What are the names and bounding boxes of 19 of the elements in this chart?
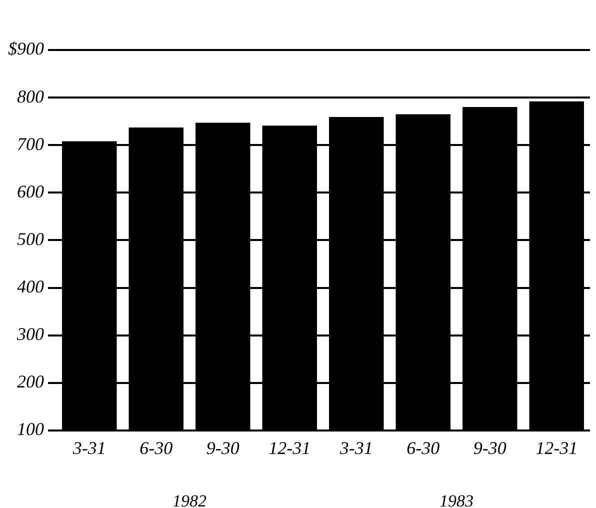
y-tick-label: 700 bbox=[17, 134, 44, 154]
text: 1983 bbox=[440, 491, 474, 508]
x-tick-label: 6-30 bbox=[140, 438, 173, 458]
y-tick-label: 600 bbox=[17, 181, 44, 202]
y-tick-label: 300 bbox=[16, 324, 44, 344]
y-tick-label: 500 bbox=[17, 228, 44, 249]
text: 1982 bbox=[172, 491, 207, 508]
y-tick-label: 400 bbox=[17, 276, 44, 296]
x-tick-label: 9-30 bbox=[206, 438, 240, 458]
x-tick-label: 6-30 bbox=[406, 438, 440, 458]
x-tick-label: 3-31 bbox=[72, 438, 106, 458]
y-tick-label: $900 bbox=[8, 38, 44, 59]
x-tick-label: 9-30 bbox=[473, 438, 506, 458]
y-tick-label: 800 bbox=[17, 86, 44, 106]
y-tick-label: 200 bbox=[17, 372, 44, 392]
x-tick-label: 12-31 bbox=[536, 438, 578, 458]
x-tick-label: 12-31 bbox=[268, 438, 311, 458]
x-tick-label: 3-31 bbox=[338, 438, 373, 458]
y-tick-label: 100 bbox=[17, 419, 44, 440]
